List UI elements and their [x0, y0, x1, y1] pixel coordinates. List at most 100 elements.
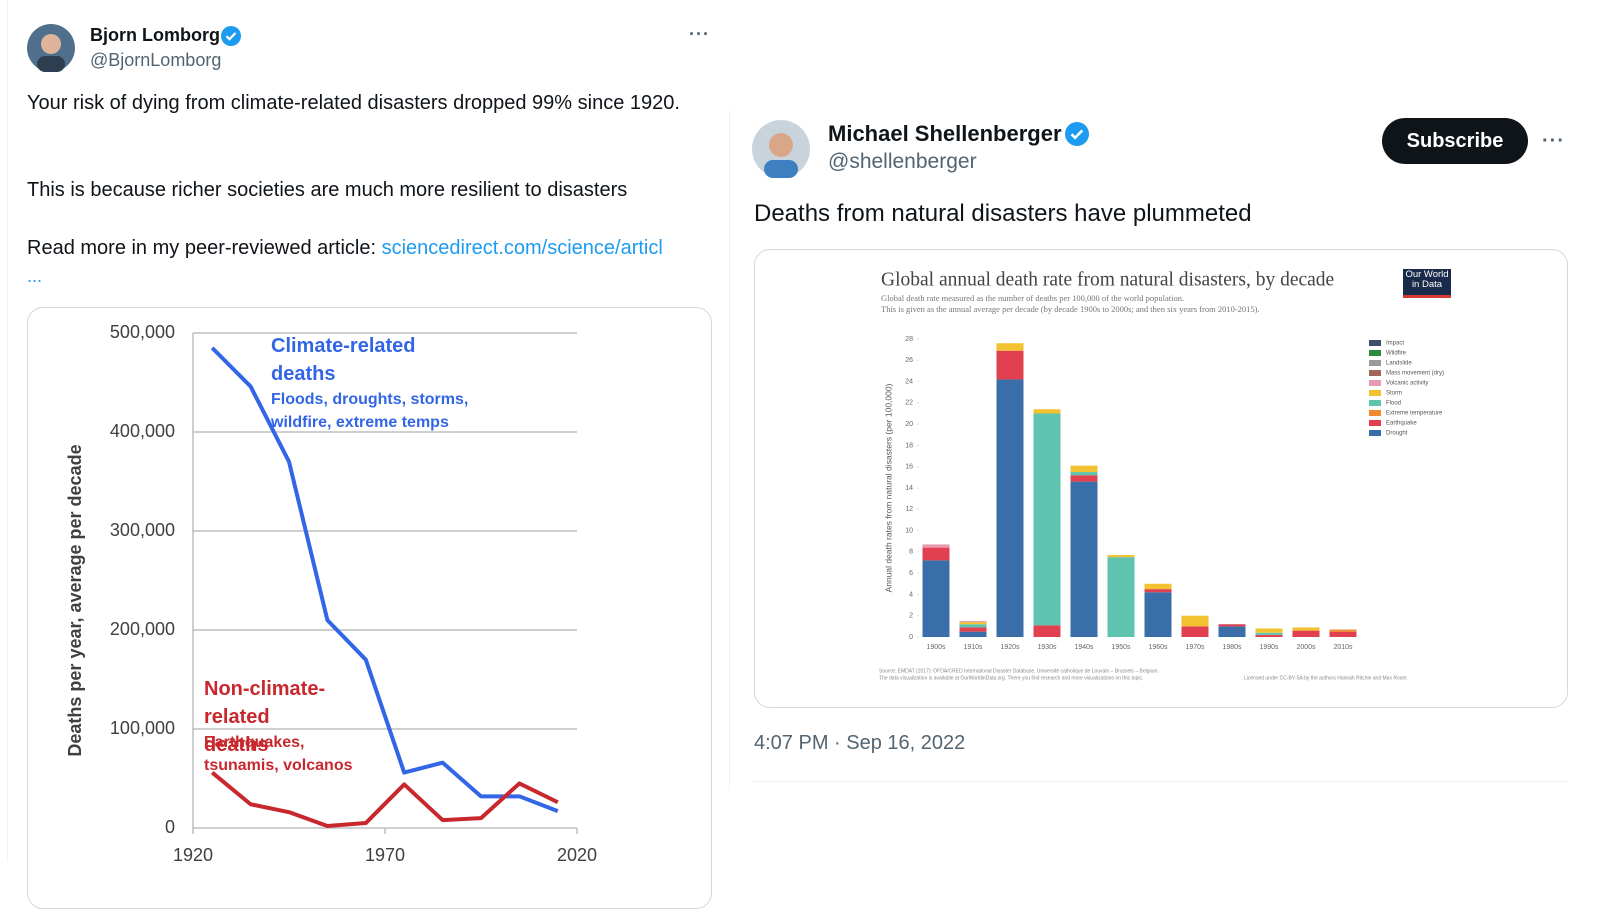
subscribe-button[interactable]: Subscribe [1382, 118, 1528, 164]
bar-segment [1181, 615, 1209, 627]
legend-swatch [1369, 420, 1381, 426]
chart-subtitle: Global death rate measured as the number… [881, 293, 1184, 303]
x-tick-label: 1930s [1037, 644, 1057, 651]
author-handle[interactable]: @shellenberger [828, 150, 977, 173]
divider [752, 781, 1568, 782]
author-name[interactable]: Bjorn Lomborg [90, 25, 220, 45]
more-menu[interactable]: ··· [1542, 130, 1565, 152]
line-series [210, 346, 559, 814]
series-description: Earthquakes, tsunamis, volcanos [204, 734, 353, 774]
chart-title: Global annual death rate from natural di… [881, 269, 1334, 290]
more-menu[interactable]: ··· [689, 24, 710, 44]
bar-segment [1033, 625, 1061, 637]
legend-swatch [1369, 340, 1381, 346]
divider [729, 110, 730, 790]
bar-segment [922, 547, 950, 561]
legend-label: Mass movement (dry) [1386, 371, 1444, 377]
media-card[interactable]: Global annual death rate from natural di… [754, 249, 1568, 708]
tweet-text: This is because richer societies are muc… [27, 179, 628, 201]
bar-segment [959, 627, 987, 632]
y-tick-label: 4 [909, 591, 913, 598]
y-tick-label: 100,000 [110, 718, 175, 738]
legend-swatch [1369, 400, 1381, 406]
verified-badge [221, 26, 241, 46]
avatar[interactable] [752, 120, 810, 178]
bar-segment [1070, 481, 1098, 637]
link-intro: Read more in my peer-reviewed article: [27, 237, 377, 259]
show-more[interactable]: ... [27, 266, 43, 286]
legend-swatch [1369, 410, 1381, 416]
y-tick-label: 500,000 [110, 322, 175, 342]
y-tick-label: 16 [905, 464, 913, 471]
bar-segment [1070, 472, 1098, 476]
legend-label: Volcanic activity [1386, 381, 1428, 387]
y-tick-label: 8 [909, 549, 913, 556]
logo [1403, 269, 1451, 298]
y-tick-label: 18 [905, 442, 913, 449]
x-tick-label: 1920 [173, 845, 213, 865]
timestamp[interactable]: 4:07 PM · Sep 16, 2022 [754, 732, 966, 754]
series-label: Non-climate-related deaths [204, 678, 326, 756]
bar-segment [1144, 592, 1172, 637]
bar-segment [996, 343, 1024, 351]
bar-segment [959, 631, 987, 637]
bar-segment [959, 622, 987, 625]
x-tick-label: 1980s [1222, 644, 1242, 651]
author-handle[interactable]: @BjornLomborg [90, 50, 222, 70]
y-tick-label: 0 [909, 634, 913, 641]
source-note: Source: EMDAT (2017): OFDA/CRED Internat… [879, 668, 1159, 674]
bar-segment [1181, 626, 1209, 637]
author-name[interactable]: Michael Shellenberger [828, 121, 1062, 146]
bar-segment [1033, 413, 1061, 626]
bar-segment [996, 350, 1024, 380]
legend-label: Landslide [1386, 361, 1412, 367]
bar-segment [1107, 555, 1135, 558]
x-tick-label: 1940s [1074, 644, 1094, 651]
x-tick-label: 2010s [1333, 644, 1353, 651]
x-tick-label: 1900s [926, 644, 946, 651]
y-tick-label: 0 [165, 817, 175, 837]
series-description: Floods, droughts, storms, wildfire, extr… [271, 391, 469, 431]
chart: Global annual death rate from natural di… [879, 269, 1451, 681]
bar-segment [1144, 589, 1172, 593]
x-tick-label: 2020 [557, 845, 597, 865]
bar-segment [922, 560, 950, 637]
x-tick-label: 1990s [1259, 644, 1279, 651]
y-tick-label: 300,000 [110, 520, 175, 540]
chart-subtitle: This is given as the annual average per … [881, 304, 1260, 314]
series-label: Climate-related deaths [271, 335, 416, 385]
legend-label: Extreme temperature [1386, 411, 1443, 417]
bar-segment [1144, 583, 1172, 590]
avatar[interactable] [27, 24, 75, 72]
x-tick-label: 1970 [365, 845, 405, 865]
y-tick-label: 20 [905, 421, 913, 428]
legend-label: Flood [1386, 401, 1401, 407]
divider [7, 0, 8, 862]
bar-segment [1292, 630, 1320, 637]
y-tick-label: 10 [905, 527, 913, 534]
legend-swatch [1369, 370, 1381, 376]
legend-swatch [1369, 380, 1381, 386]
bar-segment [1329, 631, 1357, 637]
bar-segment [959, 624, 987, 628]
media-card[interactable]: 0 100,000 200,000 300,000 400,000 500,000 1920… [27, 307, 712, 909]
source-note: The data visualization is available at O… [879, 675, 1143, 681]
y-tick-label: 26 [905, 357, 913, 364]
legend-swatch [1369, 350, 1381, 356]
bar-segment [1070, 475, 1098, 482]
logo-text: Our World in Data [1405, 269, 1449, 290]
tweet-text: Read more in my peer-reviewed article: s… [27, 234, 663, 263]
bar-segment [1218, 626, 1246, 637]
link[interactable]: sciencedirect.com/science/articl [381, 237, 663, 259]
x-tick-label: 1920s [1000, 644, 1020, 651]
y-tick-label: 14 [905, 485, 913, 492]
bar-segment [1292, 627, 1320, 631]
y-tick-label: 28 [905, 336, 913, 343]
y-tick-label: 6 [909, 570, 913, 577]
x-tick-label: 1970s [1185, 644, 1205, 651]
bar-segment [996, 379, 1024, 637]
y-tick-label: 22 [905, 400, 913, 407]
tweet-text: Your risk of dying from climate-related … [27, 92, 680, 114]
